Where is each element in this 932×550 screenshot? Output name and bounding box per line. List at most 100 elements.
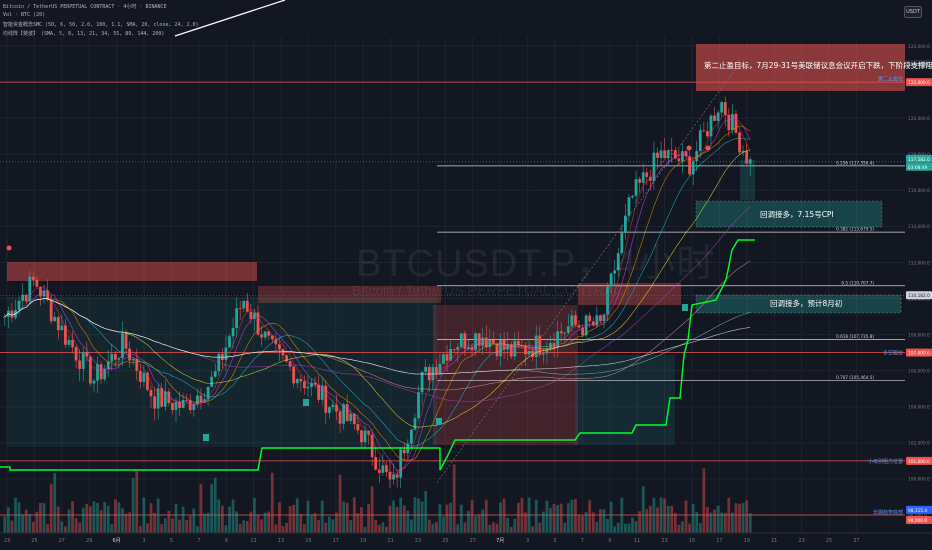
volume-bar <box>609 501 613 533</box>
volume-bar <box>181 506 185 533</box>
candle-body <box>748 159 752 164</box>
x-tick-label: 5 <box>170 538 173 544</box>
candle-body <box>352 413 356 425</box>
candle-body <box>392 474 395 480</box>
currency-button[interactable]: USDT <box>904 6 922 18</box>
volume-bar <box>410 519 413 533</box>
candles <box>3 96 752 489</box>
candle-body <box>331 404 335 408</box>
candle-body <box>274 339 278 345</box>
x-tick-label: 9 <box>225 538 228 544</box>
candle-body <box>288 361 292 367</box>
volume-bar <box>442 516 445 533</box>
volume-bar <box>434 521 438 533</box>
volume-bar <box>78 522 82 533</box>
candle-body <box>427 366 431 381</box>
candle-body <box>39 286 42 297</box>
x-tick-label: 25 <box>826 538 832 544</box>
candle-body <box>720 102 724 113</box>
candle-body <box>128 348 131 361</box>
volume-bar <box>203 513 206 533</box>
volume-bar <box>738 503 741 533</box>
y-tick-label: 108,000.0 <box>908 332 930 338</box>
candle-body <box>559 331 563 334</box>
volume-bar <box>306 500 310 533</box>
x-tick-label: 23 <box>415 538 421 544</box>
volume-bar <box>602 509 606 533</box>
candle-body <box>153 396 156 409</box>
volume-bar <box>349 520 353 533</box>
volume-bar <box>352 497 356 533</box>
volume-bar <box>303 523 306 533</box>
candle-body <box>295 378 299 384</box>
demand-zone-2 <box>575 355 675 445</box>
tag-level-2: 122,000.0 <box>908 80 930 86</box>
volume-bar <box>288 506 292 533</box>
candle-body <box>684 151 688 157</box>
candle-body <box>181 400 185 408</box>
candle-body <box>242 300 246 309</box>
candle-body <box>656 152 659 158</box>
candle-body <box>138 370 142 382</box>
buy-signal-marker <box>436 418 442 425</box>
candle-body <box>206 386 210 400</box>
candle-body <box>267 331 271 336</box>
tag-target-top: 123,000.0 <box>908 62 930 68</box>
candle-body <box>338 411 342 424</box>
volume-bar <box>106 505 110 533</box>
volume-bar <box>171 518 174 533</box>
volume-bar <box>31 521 35 533</box>
candle-body <box>35 279 39 287</box>
volume-bar <box>238 523 242 533</box>
tag-level-low: 101,000.0 <box>908 459 930 465</box>
signal-dot <box>686 145 692 151</box>
volume-bar <box>374 519 378 533</box>
candle-body <box>517 340 520 346</box>
candle-body <box>199 395 203 402</box>
candle-body <box>645 172 649 177</box>
candle-body <box>121 333 124 359</box>
smc-indicator-line[interactable]: 智能资金概念SMC (50, 6, 50, 2.0, 100, 1.1, SMA… <box>3 22 199 28</box>
y-tick-label: 124,000.0 <box>908 44 930 50</box>
volume-bar <box>395 506 399 533</box>
tag-countdown: 03:08:49 <box>908 165 928 171</box>
ma-indicator-line[interactable]: 均线阵【斐波】 (SMA, 5, 8, 13, 21, 34, 55, 89, … <box>3 31 165 37</box>
volume-bar <box>613 526 617 533</box>
candle-body <box>203 399 206 402</box>
candle-body <box>103 369 107 380</box>
volume-bar <box>156 498 160 533</box>
x-tick-label: 23 <box>4 538 10 544</box>
fib-label: 0.236 (117,356.4) <box>836 160 874 165</box>
volume-bar <box>459 504 463 533</box>
volume-bar <box>588 500 592 533</box>
volume-bar <box>745 500 749 533</box>
volume-bar <box>456 524 460 533</box>
volume-bar <box>666 505 670 533</box>
tag-level-mid: 110,182.0 <box>908 293 930 299</box>
candle-body <box>541 353 545 355</box>
volume-bar <box>477 514 481 533</box>
candle-body <box>723 102 727 116</box>
candle-body <box>317 384 321 400</box>
volume-bar <box>213 477 217 533</box>
volume-indicator-line[interactable]: Vol · BTC (20) <box>3 12 46 18</box>
label-multi: 多空阻位 <box>883 350 903 357</box>
volume-bar <box>445 504 449 533</box>
volume-bar <box>192 508 196 533</box>
candle-body <box>46 290 49 301</box>
candle-body <box>481 337 485 346</box>
x-tick-label: 11 <box>250 538 256 544</box>
tag-level-multi-bg <box>906 348 932 357</box>
candle-body <box>374 457 378 470</box>
candle-body <box>467 347 470 349</box>
candle-body <box>499 339 502 357</box>
supply-zone-1 <box>7 262 257 281</box>
volume-bar <box>256 514 260 533</box>
volume-bar <box>121 508 124 533</box>
supply-zone-4 <box>578 283 681 305</box>
volume-bar <box>741 503 745 533</box>
x-tick-label: 27 <box>470 538 476 544</box>
volume-bar <box>85 503 89 533</box>
buy-signal-marker <box>303 399 309 406</box>
